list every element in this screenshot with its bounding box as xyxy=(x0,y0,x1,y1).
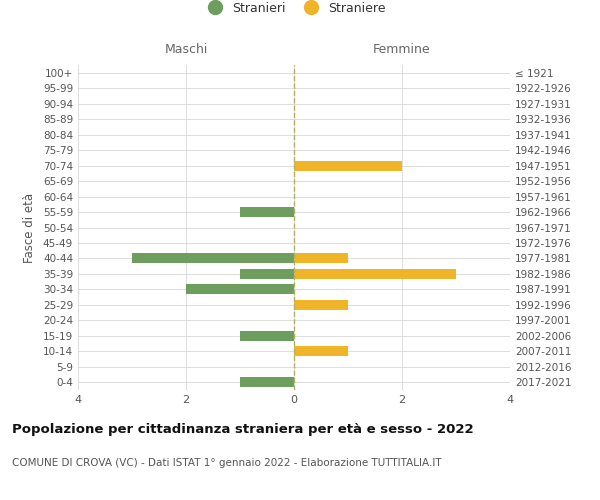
Bar xyxy=(240,377,294,388)
Text: Maschi: Maschi xyxy=(164,42,208,56)
Text: Femmine: Femmine xyxy=(373,42,431,56)
Bar xyxy=(294,269,456,279)
Bar xyxy=(240,269,294,279)
Bar xyxy=(240,331,294,341)
Bar xyxy=(294,160,402,170)
Bar xyxy=(294,346,348,356)
Bar xyxy=(294,254,348,264)
Y-axis label: Fasce di età: Fasce di età xyxy=(23,192,36,262)
Bar xyxy=(132,254,294,264)
Bar xyxy=(294,300,348,310)
Text: COMUNE DI CROVA (VC) - Dati ISTAT 1° gennaio 2022 - Elaborazione TUTTITALIA.IT: COMUNE DI CROVA (VC) - Dati ISTAT 1° gen… xyxy=(12,458,442,468)
Bar xyxy=(186,284,294,294)
Bar xyxy=(240,207,294,217)
Text: Popolazione per cittadinanza straniera per età e sesso - 2022: Popolazione per cittadinanza straniera p… xyxy=(12,422,473,436)
Legend: Stranieri, Straniere: Stranieri, Straniere xyxy=(197,0,391,20)
